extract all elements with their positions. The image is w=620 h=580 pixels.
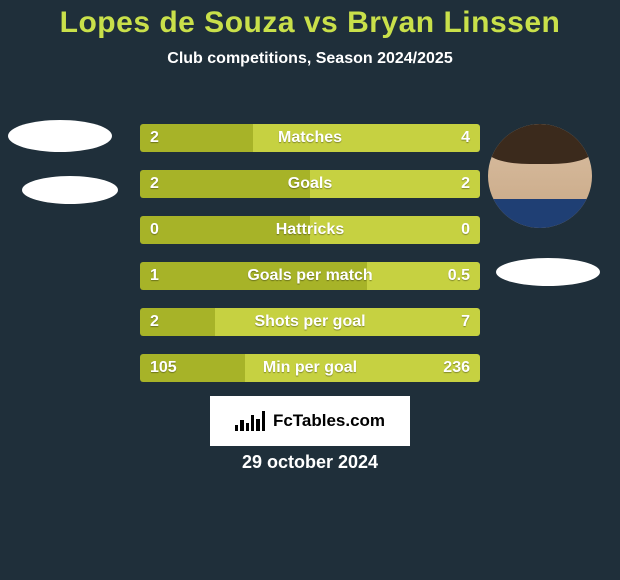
stat-bar: 00Hattricks xyxy=(140,216,480,244)
subtitle: Club competitions, Season 2024/2025 xyxy=(0,50,620,68)
comparison-bars: 24Matches 22Goals 00Hattricks 10.5Goals per… xyxy=(140,124,480,400)
stat-bar: 27Shots per goal xyxy=(140,308,480,336)
stat-label: Goals xyxy=(140,170,480,198)
stat-bar: 22Goals xyxy=(140,170,480,198)
stat-bar: 10.5Goals per match xyxy=(140,262,480,290)
left-player-avatar-placeholder xyxy=(8,120,112,152)
stat-label: Shots per goal xyxy=(140,308,480,336)
title-player-right: Bryan Linssen xyxy=(347,6,560,39)
page-title: Lopes de Souza vs Bryan Linssen xyxy=(0,0,620,40)
right-player-avatar xyxy=(488,124,592,228)
stat-label: Min per goal xyxy=(140,354,480,382)
bar-chart-icon xyxy=(235,411,265,431)
stat-label: Goals per match xyxy=(140,262,480,290)
title-player-left: Lopes de Souza xyxy=(60,6,295,39)
date-label: 29 october 2024 xyxy=(0,452,620,473)
avatar-face-icon xyxy=(488,124,592,228)
comparison-infographic: Lopes de Souza vs Bryan Linssen Club com… xyxy=(0,0,620,580)
right-player-flag-placeholder xyxy=(496,258,600,286)
stat-bar: 105236Min per goal xyxy=(140,354,480,382)
source-label: FcTables.com xyxy=(273,411,385,431)
stat-bar: 24Matches xyxy=(140,124,480,152)
stat-label: Matches xyxy=(140,124,480,152)
source-badge: FcTables.com xyxy=(210,396,410,446)
left-player-flag-placeholder xyxy=(22,176,118,204)
stat-label: Hattricks xyxy=(140,216,480,244)
title-vs: vs xyxy=(304,6,338,39)
